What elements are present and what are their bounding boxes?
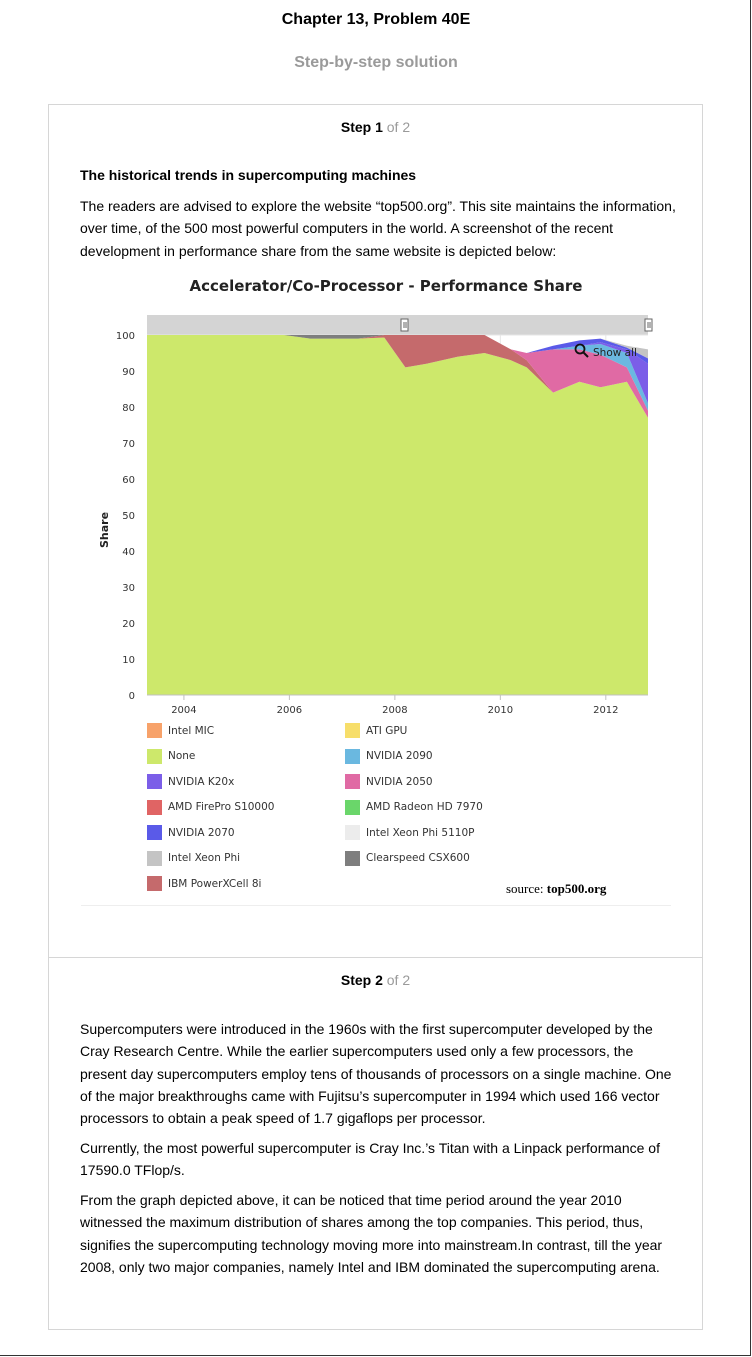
legend-item-amd-radeon-hd-7970[interactable]: AMD Radeon HD 7970: [345, 799, 483, 815]
legend-item-intel-xeon-phi-5110p[interactable]: Intel Xeon Phi 5110P: [345, 825, 474, 840]
legend-item-nvidia-2090[interactable]: NVIDIA 2090: [345, 748, 433, 764]
step-1-label: Step 1: [340, 119, 383, 135]
area-series-none[interactable]: [147, 335, 648, 695]
step-2-count: of 2: [386, 972, 411, 988]
magnifier-icon: [574, 343, 586, 355]
legend-label: NVIDIA 2070: [168, 826, 235, 839]
magnifier-icon-handle: [582, 351, 589, 358]
y-tick-label: 0: [129, 691, 135, 702]
legend-swatch: [147, 799, 162, 815]
legend-label: Intel Xeon Phi 5110P: [366, 826, 475, 839]
source-credit: source: top500.org: [506, 881, 606, 897]
solution-card: Step 1 of 2 The historical trends in sup…: [48, 104, 703, 1330]
y-axis-label: Share: [98, 512, 111, 548]
legend-swatch: [147, 876, 162, 891]
y-tick-label: 70: [122, 439, 135, 450]
legend-label: AMD Radeon HD 7970: [366, 801, 483, 813]
x-tick-label: 2010: [488, 705, 513, 716]
legend-label: NVIDIA K20x: [168, 775, 235, 788]
legend-label: Clearspeed CSX600: [366, 852, 470, 864]
step-2-label: Step 2: [340, 972, 383, 988]
step-2-paragraph-3: From the graph depicted above, it can be…: [80, 1192, 663, 1275]
legend-swatch: [147, 774, 162, 789]
y-tick-label: 30: [122, 583, 135, 594]
x-tick-label: 2008: [382, 705, 407, 716]
range-handle-right[interactable]: [644, 318, 653, 332]
area-series-nvidia-2070[interactable]: [147, 335, 648, 364]
y-tick-label: 40: [122, 547, 135, 558]
chapter-title: Chapter 13, Problem 40E: [281, 11, 471, 28]
legend-swatch: [147, 850, 162, 866]
legend-item-intel-mic[interactable]: Intel MIC: [147, 723, 214, 738]
legend-item-nvidia-2070[interactable]: NVIDIA 2070: [147, 825, 235, 840]
range-handle-left[interactable]: [400, 318, 409, 332]
y-tick-label: 80: [122, 403, 135, 414]
y-tick-label: 90: [122, 367, 135, 378]
legend-swatch: [147, 748, 162, 764]
source-site: top500.org: [546, 881, 607, 896]
legend-swatch: [147, 723, 162, 738]
legend-item-nvidia-k20x[interactable]: NVIDIA K20x: [147, 774, 234, 789]
step-1-paragraph: The readers are advised to explore the w…: [80, 198, 676, 259]
legend-label: IBM PowerXCell 8i: [168, 877, 262, 890]
legend-swatch: [345, 825, 360, 840]
x-tick-label: 2004: [171, 705, 196, 716]
legend-label: Intel MIC: [168, 724, 215, 737]
step-1-title: The historical trends in supercomputing …: [80, 167, 417, 183]
step-1-count: of 2: [386, 119, 411, 135]
legend-item-ibm-powerxcell-8i[interactable]: IBM PowerXCell 8i: [147, 876, 261, 891]
legend-swatch: [345, 723, 360, 738]
legend-label: AMD FirePro S10000: [168, 801, 275, 813]
y-axis: 0 10 20 30 40 50 60 70 80 90 100: [116, 331, 135, 702]
legend-item-intel-xeon-phi[interactable]: Intel Xeon Phi: [147, 850, 241, 866]
step-2-paragraph-2: Currently, the most powerful supercomput…: [80, 1140, 660, 1179]
legend-item-ati-gpu[interactable]: ATI GPU: [345, 723, 407, 738]
solution-subtitle: Step-by-step solution: [294, 54, 458, 71]
step-2-paragraph-1: Supercomputers were introduced in the 19…: [80, 1021, 672, 1127]
legend-swatch: [345, 799, 360, 815]
show-all-button[interactable]: Show all: [574, 343, 637, 360]
x-tick-label: 2012: [593, 705, 618, 716]
y-tick-label: 20: [122, 619, 135, 630]
chart-areas: [147, 335, 648, 695]
legend-item-amd-firepro-s10000[interactable]: AMD FirePro S10000: [147, 799, 275, 815]
x-tick-label: 2006: [277, 705, 302, 716]
legend-label: None: [168, 750, 196, 762]
y-tick-label: 100: [116, 331, 135, 342]
legend-item-nvidia-2050[interactable]: NVIDIA 2050: [345, 774, 433, 789]
legend-item-clearspeed-csx600[interactable]: Clearspeed CSX600: [345, 850, 470, 866]
y-tick-label: 50: [122, 511, 135, 522]
legend-label: NVIDIA 2090: [366, 750, 433, 762]
legend-label: Intel Xeon Phi: [168, 852, 241, 864]
legend-swatch: [345, 748, 360, 764]
chart-figure: Accelerator/Co-Processor - Performance S…: [81, 265, 671, 906]
legend-swatch: [345, 774, 360, 789]
source-prefix: source:: [506, 881, 544, 896]
legend-label: NVIDIA 2050: [366, 775, 433, 788]
y-tick-label: 60: [122, 475, 135, 486]
legend-swatch: [147, 825, 162, 840]
legend-label: ATI GPU: [366, 724, 408, 737]
show-all-label: Show all: [593, 347, 637, 359]
chart-legend: Intel MIC ATI GPU None NVIDIA 2090 NVIDIA K2…: [147, 723, 547, 903]
legend-swatch: [345, 850, 360, 866]
step-1-header: Step 1 of 2: [49, 119, 702, 135]
step-2-header: Step 2 of 2: [49, 972, 702, 988]
x-axis: 2004 2006 2008 2010 2012: [147, 694, 648, 716]
step-divider: [49, 957, 702, 958]
range-navigator[interactable]: [147, 315, 648, 335]
legend-item-none[interactable]: None: [147, 748, 196, 764]
chart-title: Accelerator/Co-Processor - Performance S…: [189, 277, 583, 295]
area-series-ibm-powerxcell-8i[interactable]: [147, 335, 648, 418]
area-series-nvidia-2050[interactable]: [147, 335, 648, 418]
y-tick-label: 10: [122, 655, 135, 666]
